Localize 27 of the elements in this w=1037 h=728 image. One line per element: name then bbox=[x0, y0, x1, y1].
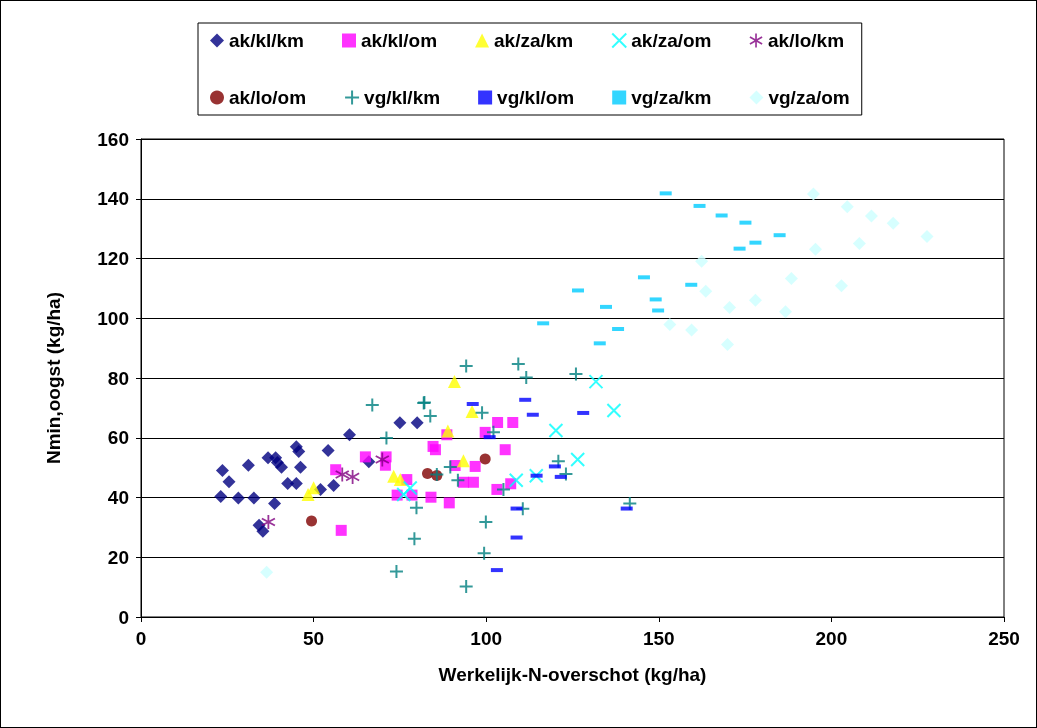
x-tick-label: 150 bbox=[642, 628, 675, 649]
x-tick-label: 50 bbox=[303, 628, 325, 649]
legend-label: ak/kl/om bbox=[361, 30, 438, 51]
x-tick-label: 0 bbox=[135, 628, 147, 649]
x-axis-title: Werkelijk-N-overschot (kg/ha) bbox=[438, 664, 707, 685]
legend-label: ak/za/km bbox=[494, 30, 574, 51]
y-tick-label: 40 bbox=[107, 487, 129, 508]
legend-label: vg/kl/om bbox=[497, 87, 575, 108]
y-tick-label: 20 bbox=[107, 546, 129, 568]
legend-label: ak/kl/km bbox=[229, 30, 304, 51]
x-tick-label: 100 bbox=[470, 628, 503, 649]
x-tick-label: 250 bbox=[988, 628, 1020, 649]
y-tick-label: 140 bbox=[97, 188, 129, 210]
legend-label: vg/za/km bbox=[631, 87, 712, 108]
y-tick-label: 60 bbox=[107, 427, 129, 449]
x-tick-label: 200 bbox=[815, 628, 848, 649]
y-tick-label: 0 bbox=[118, 606, 129, 628]
legend-label: ak/lo/om bbox=[229, 87, 307, 108]
y-axis-title: Nmin,oogst (kg/ha) bbox=[43, 291, 64, 465]
y-tick-label: 100 bbox=[97, 307, 129, 329]
legend-label: ak/za/om bbox=[631, 30, 712, 51]
y-tick-label: 80 bbox=[107, 367, 129, 389]
y-tick-label: 120 bbox=[97, 248, 129, 269]
legend-label: vg/kl/km bbox=[364, 87, 441, 108]
legend-label: ak/lo/km bbox=[768, 30, 845, 51]
y-tick-label: 160 bbox=[97, 128, 129, 150]
legend-label: vg/za/om bbox=[768, 87, 850, 108]
